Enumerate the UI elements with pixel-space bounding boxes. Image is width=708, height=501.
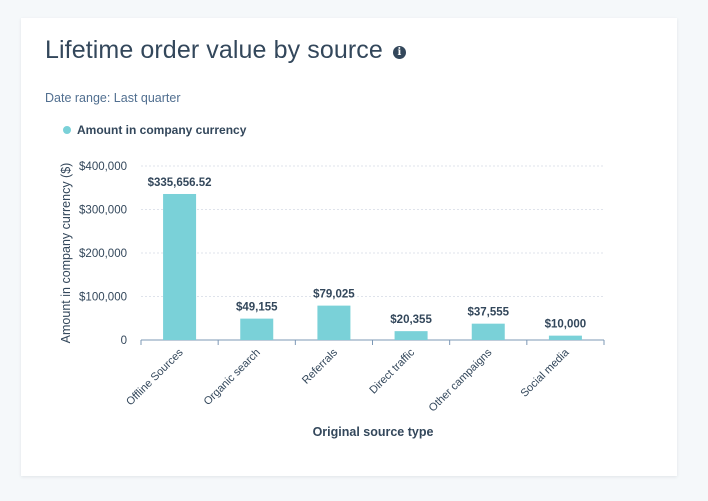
x-category-label: Social media: [519, 346, 573, 400]
bar: [394, 331, 428, 340]
data-label: $79,025: [313, 289, 355, 301]
x-category-label: Organic search: [202, 347, 263, 408]
data-label: $20,355: [390, 314, 432, 326]
x-axis-title: Original source type: [313, 425, 434, 439]
report-card: Lifetime order value by source i Date ra…: [21, 18, 677, 476]
page-title: Lifetime order value by source: [45, 36, 383, 64]
x-category-label: Offline Sources: [124, 346, 186, 408]
bar: [548, 335, 582, 340]
data-label: $335,656.52: [148, 177, 212, 189]
y-axis-title: Amount in company currency ($): [59, 163, 73, 344]
legend-item[interactable]: Amount in company currency: [63, 123, 246, 137]
y-tick-label: $400,000: [79, 161, 127, 173]
data-label: $10,000: [545, 319, 587, 331]
bar: [240, 318, 274, 340]
y-tick-label: $100,000: [79, 292, 127, 304]
y-tick-label: $200,000: [79, 248, 127, 260]
y-tick-label: $300,000: [79, 205, 127, 217]
legend-label: Amount in company currency: [77, 123, 247, 137]
x-category-label: Other campaigns: [427, 346, 495, 414]
info-icon[interactable]: i: [392, 46, 406, 59]
legend-swatch: [63, 126, 71, 134]
bar: [163, 193, 197, 340]
data-label: $49,155: [236, 302, 278, 314]
x-category-label: Direct traffic: [367, 346, 417, 396]
y-tick-label: 0: [121, 335, 127, 347]
date-range-text: Date range: Last quarter: [45, 91, 181, 105]
x-category-label: Referrals: [300, 346, 340, 386]
title-row: Lifetime order value by source i: [45, 36, 406, 65]
bar: [317, 305, 351, 340]
data-label: $37,555: [467, 307, 509, 319]
bar: [471, 323, 505, 340]
